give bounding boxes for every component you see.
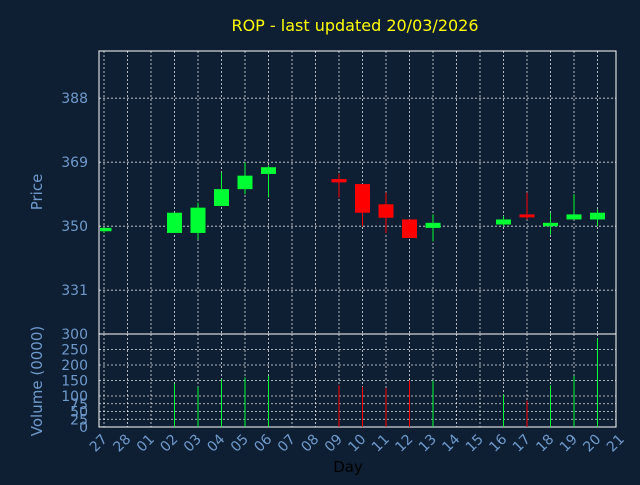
x-tick-label: 28 bbox=[110, 432, 134, 456]
x-tick-label: 20 bbox=[580, 432, 604, 456]
chart-title: ROP - last updated 20/03/2026 bbox=[231, 16, 478, 35]
x-axis-label: Day bbox=[333, 458, 363, 476]
x-tick-label: 02 bbox=[157, 432, 181, 456]
x-tick-label: 10 bbox=[345, 432, 369, 456]
volume-tick-label: 0 bbox=[79, 420, 88, 436]
candle-body bbox=[261, 167, 276, 174]
price-tick-label: 350 bbox=[61, 219, 88, 235]
candle-body bbox=[590, 212, 605, 220]
candle-body bbox=[566, 214, 582, 220]
x-tick-label: 19 bbox=[557, 432, 581, 456]
x-tick-label: 12 bbox=[392, 432, 416, 456]
volume-axis-label: Volume (0000) bbox=[28, 326, 46, 436]
volume-tick-label: 300 bbox=[61, 327, 88, 343]
x-tick-label: 01 bbox=[134, 432, 158, 456]
price-tick-label: 331 bbox=[61, 283, 88, 299]
volume-bars bbox=[174, 338, 598, 427]
candle-body bbox=[519, 214, 535, 218]
x-tick-label: 03 bbox=[181, 432, 205, 456]
candles bbox=[100, 162, 605, 242]
volume-tick-label: 200 bbox=[61, 358, 88, 374]
price-tick-label: 369 bbox=[61, 155, 88, 171]
volume-tick-label: 75 bbox=[70, 397, 88, 413]
candle-body bbox=[425, 222, 441, 228]
x-tick-label: 09 bbox=[322, 432, 346, 456]
volume-grid bbox=[99, 334, 616, 427]
x-tick-label: 17 bbox=[510, 432, 534, 456]
price-tick-label: 388 bbox=[61, 91, 88, 107]
x-tick-label: 13 bbox=[416, 432, 440, 456]
candle-body bbox=[402, 219, 417, 238]
volume-tick-label: 50 bbox=[70, 405, 88, 421]
candle-body bbox=[378, 204, 394, 218]
x-tick-label: 08 bbox=[298, 432, 322, 456]
x-tick-label: 18 bbox=[533, 432, 557, 456]
volume-tick-label: 25 bbox=[70, 412, 88, 428]
volume-tick-label: 100 bbox=[61, 389, 88, 405]
x-tick-label: 14 bbox=[439, 431, 463, 455]
price-axis-label: Price bbox=[28, 174, 46, 211]
x-tick-label: 05 bbox=[228, 432, 252, 456]
candle-body bbox=[100, 227, 112, 232]
candle-body bbox=[331, 179, 347, 183]
candle-body bbox=[496, 219, 511, 225]
x-tick-label: 11 bbox=[369, 432, 393, 456]
x-tick-label: 27 bbox=[87, 432, 111, 456]
candle-body bbox=[355, 184, 370, 213]
x-tick-label: 04 bbox=[204, 431, 228, 455]
volume-panel-border bbox=[98, 333, 617, 428]
x-tick-label: 07 bbox=[275, 432, 299, 456]
x-tick-label: 06 bbox=[251, 431, 275, 455]
price-tick-labels: 331 350 369 388 bbox=[61, 91, 88, 299]
x-tick-label: 21 bbox=[604, 432, 628, 456]
candle-body bbox=[167, 212, 182, 233]
candle-body bbox=[214, 189, 229, 206]
x-tick-labels: 27 28 01 02 03 04 05 06 07 08 09 10 11 12 13 14 15 16 17 18… bbox=[87, 431, 628, 455]
volume-tick-label: 150 bbox=[61, 374, 88, 390]
candle-body bbox=[190, 207, 206, 233]
x-tick-label: 15 bbox=[463, 432, 487, 456]
volume-tick-label: 250 bbox=[61, 343, 88, 359]
candle-body bbox=[543, 222, 558, 227]
volume-panel-frame bbox=[98, 333, 617, 428]
candle-body bbox=[237, 175, 253, 190]
x-tick-label: 16 bbox=[486, 431, 510, 455]
